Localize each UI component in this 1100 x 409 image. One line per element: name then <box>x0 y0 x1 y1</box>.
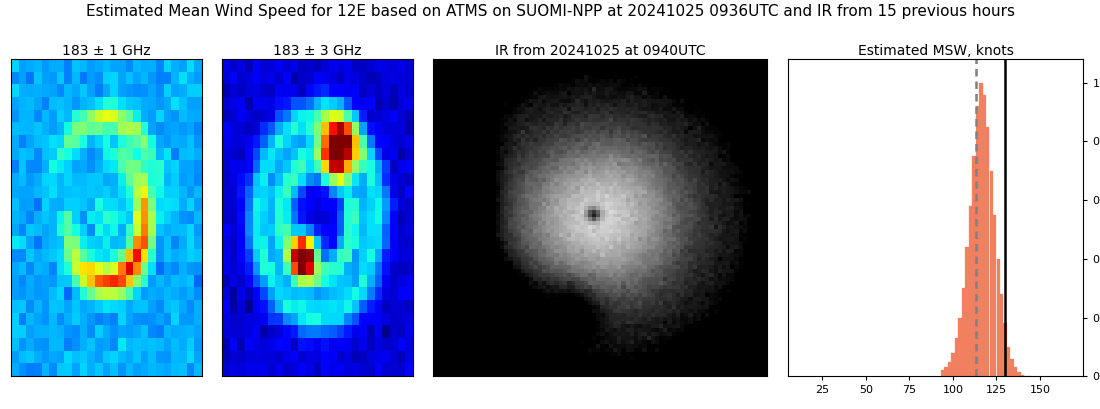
Bar <box>1021 375 1024 376</box>
Bar <box>952 353 955 376</box>
Bar <box>1011 359 1014 376</box>
Bar <box>1018 372 1021 376</box>
Bar <box>993 215 997 376</box>
Bar <box>986 127 990 376</box>
Bar <box>976 106 979 376</box>
Bar <box>955 338 958 376</box>
Bar <box>965 247 969 376</box>
Bar <box>1003 324 1006 376</box>
Bar <box>997 259 1000 376</box>
Title: 183 ± 1 GHz: 183 ± 1 GHz <box>62 44 151 58</box>
Bar <box>958 317 961 376</box>
Bar <box>969 206 972 376</box>
Bar <box>944 367 948 376</box>
Bar <box>982 94 986 376</box>
Bar <box>1014 367 1018 376</box>
Bar <box>979 83 982 376</box>
Bar <box>1000 294 1003 376</box>
Bar <box>972 156 976 376</box>
Text: Estimated Mean Wind Speed for 12E based on ATMS on SUOMI-NPP at 20241025 0936UTC: Estimated Mean Wind Speed for 12E based … <box>86 4 1014 19</box>
Bar <box>940 371 944 376</box>
Bar <box>990 171 993 376</box>
Title: Estimated MSW, knots: Estimated MSW, knots <box>858 44 1013 58</box>
Bar <box>948 362 951 376</box>
Title: 183 ± 3 GHz: 183 ± 3 GHz <box>273 44 362 58</box>
Bar <box>961 288 965 376</box>
Title: IR from 20241025 at 0940UTC: IR from 20241025 at 0940UTC <box>495 44 705 58</box>
Bar <box>1006 347 1011 376</box>
